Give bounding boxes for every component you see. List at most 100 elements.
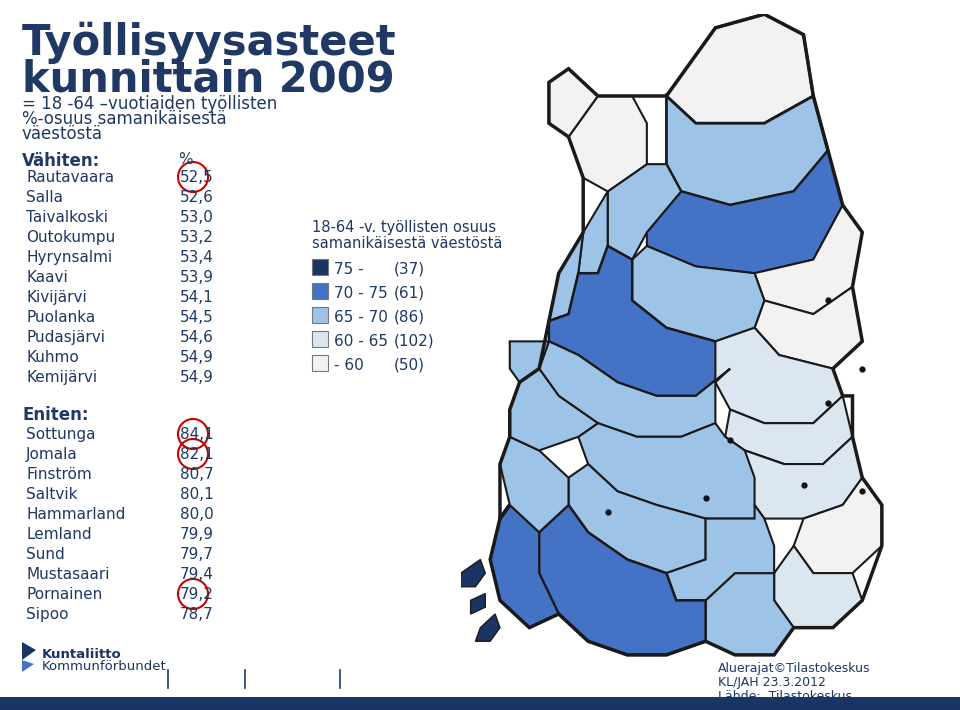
Polygon shape [666, 96, 828, 205]
Polygon shape [666, 14, 813, 124]
Text: Pornainen: Pornainen [26, 587, 103, 602]
Text: Kommunförbundet: Kommunförbundet [42, 660, 167, 673]
Polygon shape [475, 614, 500, 641]
Bar [312, 283, 328, 299]
Text: 53,0: 53,0 [180, 210, 214, 225]
Text: Rautavaara: Rautavaara [26, 170, 114, 185]
Bar [312, 307, 328, 323]
Text: 65 - 70: 65 - 70 [334, 310, 388, 325]
Polygon shape [632, 246, 764, 342]
Polygon shape [568, 464, 706, 573]
Polygon shape [22, 660, 34, 672]
Text: väestöstä: väestöstä [22, 125, 103, 143]
Text: Saltvik: Saltvik [26, 487, 78, 502]
Polygon shape [549, 69, 598, 137]
Polygon shape [774, 546, 862, 628]
Text: Puolanka: Puolanka [26, 310, 95, 325]
Text: Mustasaari: Mustasaari [26, 567, 109, 582]
Text: = 18 -64 –vuotiaiden työllisten: = 18 -64 –vuotiaiden työllisten [22, 95, 277, 113]
Polygon shape [461, 559, 485, 586]
Polygon shape [22, 642, 36, 660]
Polygon shape [745, 437, 862, 518]
Text: Lähde:  Tilastokeskus: Lähde: Tilastokeskus [718, 690, 852, 703]
Polygon shape [491, 505, 559, 628]
Text: Vähiten:: Vähiten: [22, 152, 100, 170]
Polygon shape [578, 423, 794, 518]
Text: %: % [178, 152, 193, 167]
Text: Jomala: Jomala [26, 447, 78, 462]
Text: (102): (102) [394, 334, 435, 349]
Text: Kivijärvi: Kivijärvi [26, 290, 86, 305]
Text: Aluerajat©Tilastokeskus: Aluerajat©Tilastokeskus [718, 662, 871, 675]
Polygon shape [706, 573, 794, 655]
Bar [312, 355, 328, 371]
Text: Sottunga: Sottunga [26, 427, 95, 442]
Text: samanikäisestä väestöstä: samanikäisestä väestöstä [312, 236, 502, 251]
Text: 53,4: 53,4 [180, 250, 214, 265]
Text: (61): (61) [394, 286, 425, 301]
Text: 75 -: 75 - [334, 262, 364, 277]
Text: Kuhmo: Kuhmo [26, 350, 79, 365]
Bar [312, 331, 328, 347]
Polygon shape [647, 151, 843, 273]
Polygon shape [666, 505, 774, 601]
Text: 78,7: 78,7 [180, 607, 214, 622]
Text: 53,2: 53,2 [180, 230, 214, 245]
Text: Outokumpu: Outokumpu [26, 230, 115, 245]
Text: Eniten:: Eniten: [22, 406, 88, 424]
Text: Hyrynsalmi: Hyrynsalmi [26, 250, 112, 265]
Text: 79,9: 79,9 [180, 527, 214, 542]
Text: 52,5: 52,5 [180, 170, 214, 185]
Text: (50): (50) [394, 358, 425, 373]
Polygon shape [715, 328, 843, 423]
Text: Kemijärvi: Kemijärvi [26, 370, 97, 385]
Text: KL/JAH 23.3.2012: KL/JAH 23.3.2012 [718, 676, 826, 689]
Text: Hammarland: Hammarland [26, 507, 126, 522]
Text: 82,1: 82,1 [180, 447, 214, 462]
Text: - 60: - 60 [334, 358, 364, 373]
Text: Finström: Finström [26, 467, 92, 482]
Text: 54,9: 54,9 [180, 370, 214, 385]
Text: (86): (86) [394, 310, 425, 325]
Polygon shape [540, 505, 706, 655]
Text: 80,0: 80,0 [180, 507, 214, 522]
Text: kunnittain 2009: kunnittain 2009 [22, 58, 395, 100]
Text: 70 - 75: 70 - 75 [334, 286, 388, 301]
Text: 79,4: 79,4 [180, 567, 214, 582]
Text: 53,9: 53,9 [180, 270, 214, 285]
Text: Työllisyysasteet: Työllisyysasteet [22, 22, 396, 65]
Text: 52,6: 52,6 [180, 190, 214, 205]
Text: 79,7: 79,7 [180, 547, 214, 562]
Text: 54,6: 54,6 [180, 330, 214, 345]
Polygon shape [578, 192, 608, 273]
Bar [312, 259, 328, 275]
Text: 80,1: 80,1 [180, 487, 214, 502]
Text: Sund: Sund [26, 547, 64, 562]
Polygon shape [470, 594, 485, 614]
Text: Taivalkoski: Taivalkoski [26, 210, 108, 225]
Text: Salla: Salla [26, 190, 63, 205]
Polygon shape [540, 342, 730, 437]
Polygon shape [510, 342, 549, 382]
Text: 80,7: 80,7 [180, 467, 214, 482]
Text: 60 - 65: 60 - 65 [334, 334, 388, 349]
Polygon shape [725, 396, 852, 464]
Polygon shape [755, 205, 862, 314]
Text: 84,1: 84,1 [180, 427, 214, 442]
Polygon shape [549, 246, 730, 396]
Text: 79,2: 79,2 [180, 587, 214, 602]
Text: Pudasjärvi: Pudasjärvi [26, 330, 105, 345]
Polygon shape [549, 232, 583, 321]
Text: %-osuus samanikäisestä: %-osuus samanikäisestä [22, 110, 227, 128]
Polygon shape [510, 368, 598, 450]
Polygon shape [608, 164, 682, 260]
Text: 18-64 -v. työllisten osuus: 18-64 -v. työllisten osuus [312, 220, 496, 235]
Text: Kuntaliitto: Kuntaliitto [42, 648, 122, 661]
Polygon shape [794, 478, 882, 573]
Text: 54,9: 54,9 [180, 350, 214, 365]
Text: (37): (37) [394, 262, 425, 277]
Text: 54,1: 54,1 [180, 290, 214, 305]
Text: Kaavi: Kaavi [26, 270, 68, 285]
Polygon shape [500, 437, 568, 532]
Text: Sipoo: Sipoo [26, 607, 68, 622]
